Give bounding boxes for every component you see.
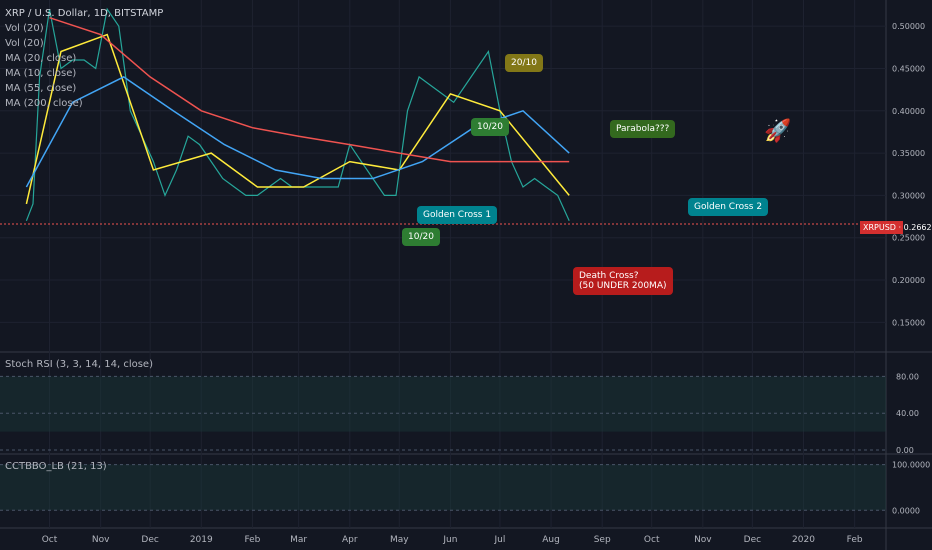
legend-volume-2: Vol (20) (5, 38, 44, 49)
price-tick-label: 0.20000 (892, 276, 925, 285)
x-tick-label: Jun (442, 535, 457, 545)
price-tick-label: 0.15000 (892, 318, 925, 327)
price-tick-label: 0.45000 (892, 64, 925, 73)
annotation-10-20-lower[interactable]: 10/20 (402, 228, 440, 246)
legend-ma200: MA (200, close) (5, 98, 83, 109)
price-tick-label: 0.40000 (892, 107, 925, 116)
x-tick-label: Oct (644, 535, 660, 545)
annotation-golden-cross-1[interactable]: Golden Cross 1 (417, 206, 498, 224)
x-tick-label: Mar (290, 535, 307, 545)
cct-legend: CCTBBO_LB (21, 13) (5, 461, 107, 472)
cct-tick-label: 0.0000 (892, 506, 920, 515)
last-price-tag: XRPUSD · 0.26626 (860, 221, 932, 234)
x-tick-label: Jul (493, 535, 505, 545)
symbol-title: XRP / U.S. Dollar, 1D, BITSTAMP (5, 8, 164, 19)
x-tick-label: 2020 (792, 535, 815, 545)
x-tick-label: Aug (542, 535, 560, 545)
cct-tick-label: 100.0000 (892, 461, 930, 470)
x-tick-label: Nov (694, 535, 712, 545)
price-tick-label: 0.30000 (892, 191, 925, 200)
legend-volume-1: Vol (20) (5, 23, 44, 34)
cct-band (0, 464, 886, 511)
legend-ma55: MA (55, close) (5, 83, 77, 94)
series-ma-200-close- (49, 16, 570, 163)
stoch-band (0, 376, 886, 432)
x-tick-label: Feb (847, 535, 863, 545)
x-tick-label: Feb (244, 535, 260, 545)
rocket-icon: 🚀 (764, 118, 792, 143)
x-tick-label: May (390, 535, 409, 545)
x-tick-label: 2019 (190, 535, 213, 545)
price-tick-label: 0.50000 (892, 22, 925, 31)
stoch-tick-label: 40.00 (896, 409, 919, 418)
series-ma-10-close- (25, 33, 570, 205)
stoch-tick-label: 80.00 (896, 372, 919, 381)
x-tick-label: Apr (342, 535, 358, 545)
price-tick-label: 0.35000 (892, 149, 925, 158)
x-tick-label: Nov (92, 535, 110, 545)
legend-ma10: MA (10, close) (5, 68, 77, 79)
stoch-tick-label: 0.00 (896, 446, 914, 455)
price-tick-label: 0.25000 (892, 234, 925, 243)
annotation-golden-cross-2[interactable]: Golden Cross 2 (688, 198, 769, 216)
chart-legend: XRP / U.S. Dollar, 1D, BITSTAMP Vol (20)… (5, 6, 163, 111)
annotation-death-cross[interactable]: Death Cross? (50 UNDER 200MA) (573, 267, 673, 295)
price-tag-symbol: XRPUSD (863, 223, 896, 232)
legend-ma20: MA (20, close) (5, 53, 77, 64)
x-tick-label: Oct (42, 535, 58, 545)
price-tag-value: 0.26626 (903, 223, 932, 232)
stoch-legend: Stoch RSI (3, 3, 14, 14, close) (5, 359, 153, 370)
annotation-20-10[interactable]: 20/10 (505, 54, 543, 72)
x-tick-label: Sep (594, 535, 611, 545)
annotation-parabola[interactable]: Parabola??? (610, 120, 676, 138)
annotation-10-20-upper[interactable]: 10/20 (471, 118, 509, 136)
x-tick-label: Dec (141, 535, 158, 545)
x-tick-label: Dec (744, 535, 761, 545)
